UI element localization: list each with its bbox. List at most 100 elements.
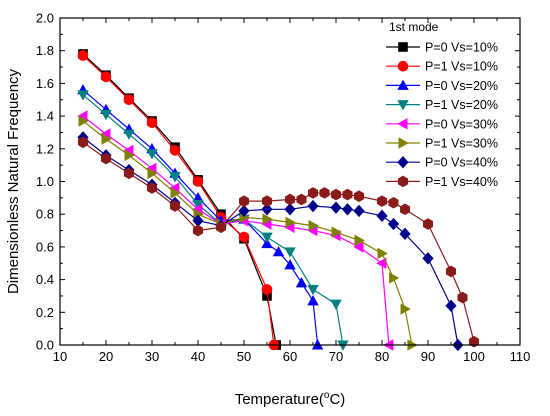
legend-marker <box>397 100 409 111</box>
data-point <box>376 195 388 207</box>
data-point <box>284 259 296 270</box>
data-point <box>169 172 181 183</box>
data-point <box>330 188 342 201</box>
x-tick-label: 70 <box>329 349 343 364</box>
data-point <box>354 234 365 247</box>
legend-marker <box>397 175 409 188</box>
data-point <box>376 209 388 223</box>
data-point <box>307 199 319 213</box>
data-point <box>123 94 135 106</box>
data-point <box>100 71 112 83</box>
data-point <box>261 237 273 249</box>
x-tick-label: 50 <box>237 349 251 364</box>
legend-marker <box>397 156 409 169</box>
data-point <box>422 252 434 265</box>
x-tick-label: 90 <box>421 349 435 364</box>
data-point <box>147 167 158 180</box>
data-point <box>169 145 181 156</box>
data-point <box>261 195 273 207</box>
legend-label: P=1 Vs=20% <box>425 98 498 112</box>
y-axis-title: Dimensionless Natural Frequency <box>5 68 22 294</box>
data-point <box>353 204 365 218</box>
data-point <box>146 117 158 128</box>
data-point <box>457 291 468 304</box>
data-point <box>353 190 365 203</box>
y-tick-label: 1.4 <box>36 109 54 124</box>
data-point <box>353 241 364 253</box>
y-tick-label: 0.2 <box>36 305 54 320</box>
legend-label: P=0 Vs=40% <box>425 156 498 170</box>
data-point <box>284 193 296 206</box>
data-point <box>192 176 204 187</box>
data-point <box>238 204 250 218</box>
data-point <box>77 136 89 149</box>
legend-item: P=0 Vs=10% <box>386 41 498 55</box>
data-point <box>400 303 411 315</box>
data-point <box>319 187 330 199</box>
data-point <box>238 195 250 207</box>
legend-item: P=1 Vs=20% <box>386 98 498 112</box>
data-point <box>341 203 354 216</box>
data-point <box>124 149 135 162</box>
y-tick-label: 1.6 <box>36 76 54 91</box>
legend-item: P=0 Vs=30% <box>386 117 498 131</box>
x-tick-label: 110 <box>510 349 531 364</box>
data-point <box>77 50 89 61</box>
legend-marker <box>397 118 408 130</box>
data-point <box>123 167 135 180</box>
data-point <box>238 231 250 243</box>
legend-item: P=0 Vs=20% <box>386 79 498 93</box>
data-point <box>330 201 342 214</box>
legend-item: P=1 Vs=40% <box>386 175 498 189</box>
legend-label: P=1 Vs=10% <box>425 60 498 74</box>
series-line <box>82 53 277 346</box>
series-line <box>82 55 275 346</box>
ticks-layer: 10 20 30 40 50 60 70 80 90 100 110 0.0 0.2 0.4 0.6 0.8 1… <box>36 11 530 365</box>
data-point <box>422 218 434 230</box>
legend-marker <box>398 137 409 149</box>
legend-label: P=0 Vs=10% <box>425 41 498 55</box>
y-tick-label: 1.2 <box>36 141 54 156</box>
series-1 <box>78 49 282 350</box>
series-line <box>82 94 344 346</box>
series-line <box>82 141 475 342</box>
legend-item: P=1 Vs=10% <box>386 60 498 74</box>
data-point <box>78 115 89 127</box>
legend-marker <box>397 60 409 72</box>
data-point <box>272 245 285 257</box>
data-point <box>295 277 308 288</box>
data-point <box>100 152 112 165</box>
legend-label: P=1 Vs=30% <box>425 137 498 151</box>
legend-title: 1st mode <box>389 20 439 34</box>
x-axis-title: Temperature(oC) <box>235 390 346 408</box>
data-point <box>100 110 112 121</box>
legend-label: P=0 Vs=30% <box>425 117 498 131</box>
data-point <box>330 299 342 310</box>
data-point <box>445 265 457 278</box>
x-tick-label: 40 <box>191 349 205 364</box>
data-point <box>169 200 181 212</box>
data-point <box>215 221 227 234</box>
series-2 <box>77 50 280 351</box>
x-tick-label: 10 <box>53 349 67 364</box>
data-point <box>399 203 411 216</box>
data-point <box>377 247 388 260</box>
y-tick-label: 2.0 <box>36 11 54 26</box>
y-tick-label: 0.8 <box>36 207 54 222</box>
legend-item: P=0 Vs=40% <box>386 156 498 170</box>
data-point <box>101 133 112 145</box>
data-point <box>284 203 296 216</box>
series-8 <box>77 136 480 348</box>
data-point <box>123 129 135 140</box>
data-point <box>170 187 181 199</box>
y-tick-label: 1.0 <box>36 174 54 189</box>
y-tick-label: 0.6 <box>36 239 54 254</box>
data-point <box>261 284 273 295</box>
data-point <box>296 193 307 206</box>
y-tick-label: 1.8 <box>36 43 54 58</box>
data-point <box>261 232 273 243</box>
legend-marker <box>397 79 409 90</box>
data-point <box>387 217 400 231</box>
y-tick-label: 0.4 <box>36 272 54 287</box>
